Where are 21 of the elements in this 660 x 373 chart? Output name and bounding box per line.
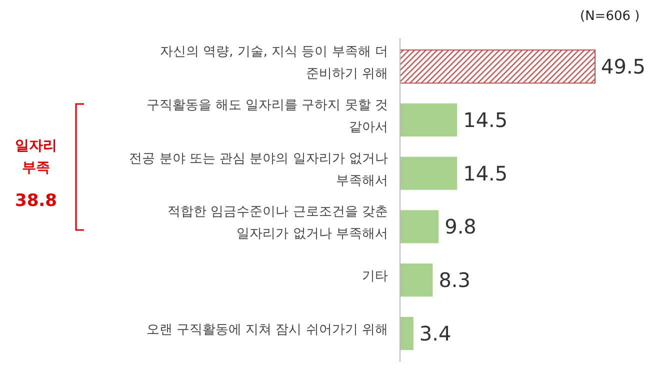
bar (400, 103, 458, 136)
y-tick-label: 오랜 구직활동에 지쳐 잠시 쉬어가기 위해 (146, 322, 388, 338)
y-tick-label: 구직활동을 해도 일자리를 구하지 못할 것 같아서 (146, 98, 388, 135)
text: (N=606 ) (580, 9, 640, 24)
data-label: 3.4 (419, 321, 452, 346)
data-label: 8.3 (438, 268, 471, 292)
y-tick-label: 적합한 임금수준이나 근로조건을 갖춘 일자리가 없거나 부족해서 (168, 204, 388, 242)
bar (400, 316, 414, 350)
y-tick-label: 전공 분야 또는 관심 분야의 일자리가 없거나 부족해서 (129, 151, 388, 188)
y-tick-label: 기타 (362, 269, 388, 284)
data-label: 14.5 (463, 161, 508, 186)
data-label: 14.5 (463, 108, 508, 132)
y-tick-label: 자신의 역량, 기술, 지식 등이 부족해 더 준비하기 위해 (160, 44, 388, 82)
text: 일자리 부족 (15, 138, 57, 176)
bar (400, 50, 596, 84)
data-label: 49.5 (601, 54, 646, 79)
text: 38.8 (15, 191, 57, 211)
bar (400, 156, 458, 190)
bar (400, 210, 439, 244)
bar (400, 264, 433, 297)
data-label: 9.8 (444, 214, 476, 239)
